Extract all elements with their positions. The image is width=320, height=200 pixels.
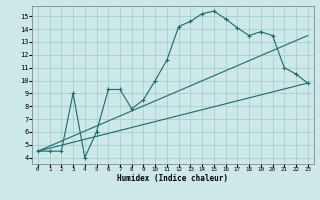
X-axis label: Humidex (Indice chaleur): Humidex (Indice chaleur) xyxy=(117,174,228,183)
